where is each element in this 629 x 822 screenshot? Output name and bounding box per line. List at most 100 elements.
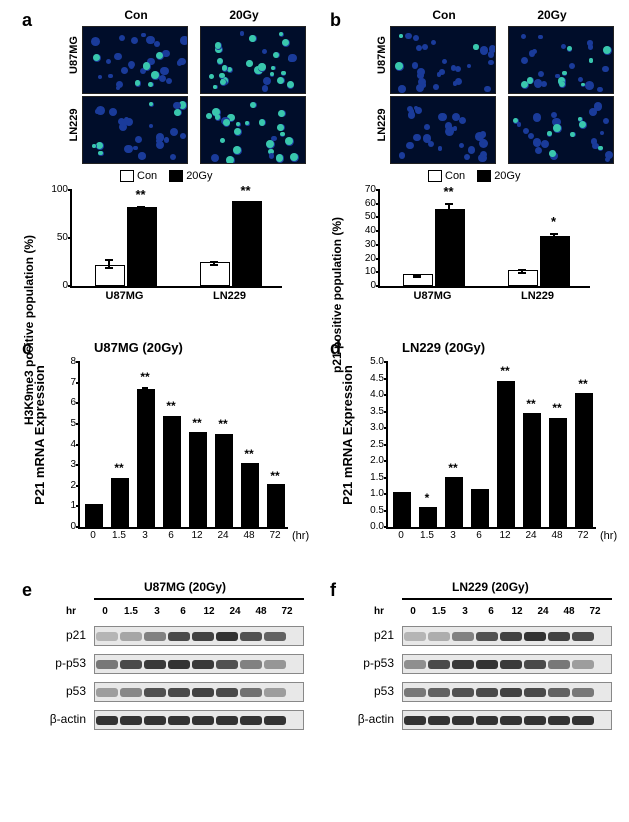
blot-band [428, 688, 450, 697]
significance-marker: ** [111, 461, 127, 475]
panel-b-fluor: Con 20Gy U87MG LN229 [372, 8, 629, 168]
ytick: 0.0 [356, 521, 384, 532]
blot-band [264, 660, 286, 669]
x-unit-label: (hr) [292, 530, 309, 542]
blot-band [452, 688, 474, 697]
xtick-label: 0 [80, 530, 106, 541]
panel-b-row-u87: U87MG [376, 22, 388, 88]
ytick: 50 [346, 211, 376, 222]
blot-band [572, 660, 594, 669]
blot-row-label: p-p53 [42, 656, 86, 670]
ytick: 40 [346, 225, 376, 236]
category-label: U87MG [380, 290, 485, 302]
significance-marker: ** [232, 183, 260, 198]
legend-20gy-b: 20Gy [477, 170, 520, 182]
xtick-label: 3 [132, 530, 158, 541]
ytick: 60 [346, 198, 376, 209]
timepoint-label: 3 [144, 606, 170, 617]
blot-band [144, 660, 166, 669]
fluor-image [82, 26, 188, 94]
panel-c-ylabel: P21 mRNA Expression [32, 350, 47, 520]
blot-band [452, 716, 474, 725]
blot-row-label: p53 [350, 684, 394, 698]
blot-band [240, 716, 262, 725]
bar [215, 434, 233, 527]
timepoint-label: 12 [196, 606, 222, 617]
panel-a-legend: Con 20Gy [120, 170, 212, 182]
significance-marker: ** [127, 187, 155, 202]
blot-band [240, 660, 262, 669]
panel-a-row-ln229: LN229 [68, 92, 80, 158]
xtick-label: 1.5 [106, 530, 132, 541]
panel-label-c: c [22, 338, 32, 359]
blot-band [96, 688, 118, 697]
bar-treat [127, 207, 157, 286]
ytick: 3 [48, 459, 76, 470]
blot-strip [402, 654, 612, 674]
blot-hr-row: hr01.53612244872 [374, 606, 608, 617]
bar [445, 477, 463, 527]
xtick-label: 24 [518, 530, 544, 541]
fluor-image [390, 96, 496, 164]
blot-band [500, 688, 522, 697]
xtick-label: 72 [570, 530, 596, 541]
panel-b-fluor-grid [390, 26, 612, 162]
ytick: 1.0 [356, 488, 384, 499]
xtick-label: 1.5 [414, 530, 440, 541]
panel-c-title: U87MG (20Gy) [94, 340, 183, 355]
legend-con: Con [120, 170, 157, 182]
blot-band [168, 688, 190, 697]
blot-strip [94, 710, 304, 730]
blot-band [216, 716, 238, 725]
blot-band [404, 632, 426, 641]
fluor-image [508, 96, 614, 164]
ytick: 1.5 [356, 472, 384, 483]
panel-b-barchart: p21 positive population (%) 010203040506… [336, 190, 596, 300]
blot-band [192, 632, 214, 641]
blot-band [428, 632, 450, 641]
timepoint-label: 1.5 [118, 606, 144, 617]
xtick-label: 6 [158, 530, 184, 541]
timepoint-label: 0 [92, 606, 118, 617]
bar [111, 478, 129, 527]
significance-marker: ** [137, 370, 153, 384]
blot-band [548, 716, 570, 725]
panel-f-title: LN229 (20Gy) [452, 580, 529, 594]
blot-band [572, 688, 594, 697]
significance-marker: ** [241, 447, 257, 461]
fluor-image [200, 96, 306, 164]
timepoint-label: 12 [504, 606, 530, 617]
blot-row-label: p21 [42, 628, 86, 642]
significance-marker: ** [523, 397, 539, 411]
ytick: 5.0 [356, 356, 384, 367]
bar [241, 463, 259, 527]
xtick-label: 48 [236, 530, 262, 541]
blot-row-label: β-actin [42, 712, 86, 726]
panel-b-row-ln229: LN229 [376, 92, 388, 158]
category-label: LN229 [485, 290, 590, 302]
timepoint-label: 48 [556, 606, 582, 617]
panel-b-col-20gy: 20Gy [498, 8, 606, 22]
blot-band [192, 716, 214, 725]
category-label: LN229 [177, 290, 282, 302]
ytick: 2.0 [356, 455, 384, 466]
timepoint-label: 3 [452, 606, 478, 617]
blot-band [144, 688, 166, 697]
blot-band [120, 632, 142, 641]
blot-band [452, 632, 474, 641]
ytick: 20 [346, 253, 376, 264]
blot-band [572, 632, 594, 641]
blot-band [404, 688, 426, 697]
blot-hr-row: hr01.53612244872 [66, 606, 300, 617]
significance-marker: ** [189, 416, 205, 430]
ytick: 10 [346, 266, 376, 277]
bar [575, 393, 593, 527]
blot-band [264, 632, 286, 641]
blot-band [500, 716, 522, 725]
blot-band [524, 660, 546, 669]
timepoint-label: 0 [400, 606, 426, 617]
blot-band [548, 688, 570, 697]
ytick: 100 [38, 184, 68, 195]
blot-band [452, 660, 474, 669]
x-unit-label: (hr) [600, 530, 617, 542]
